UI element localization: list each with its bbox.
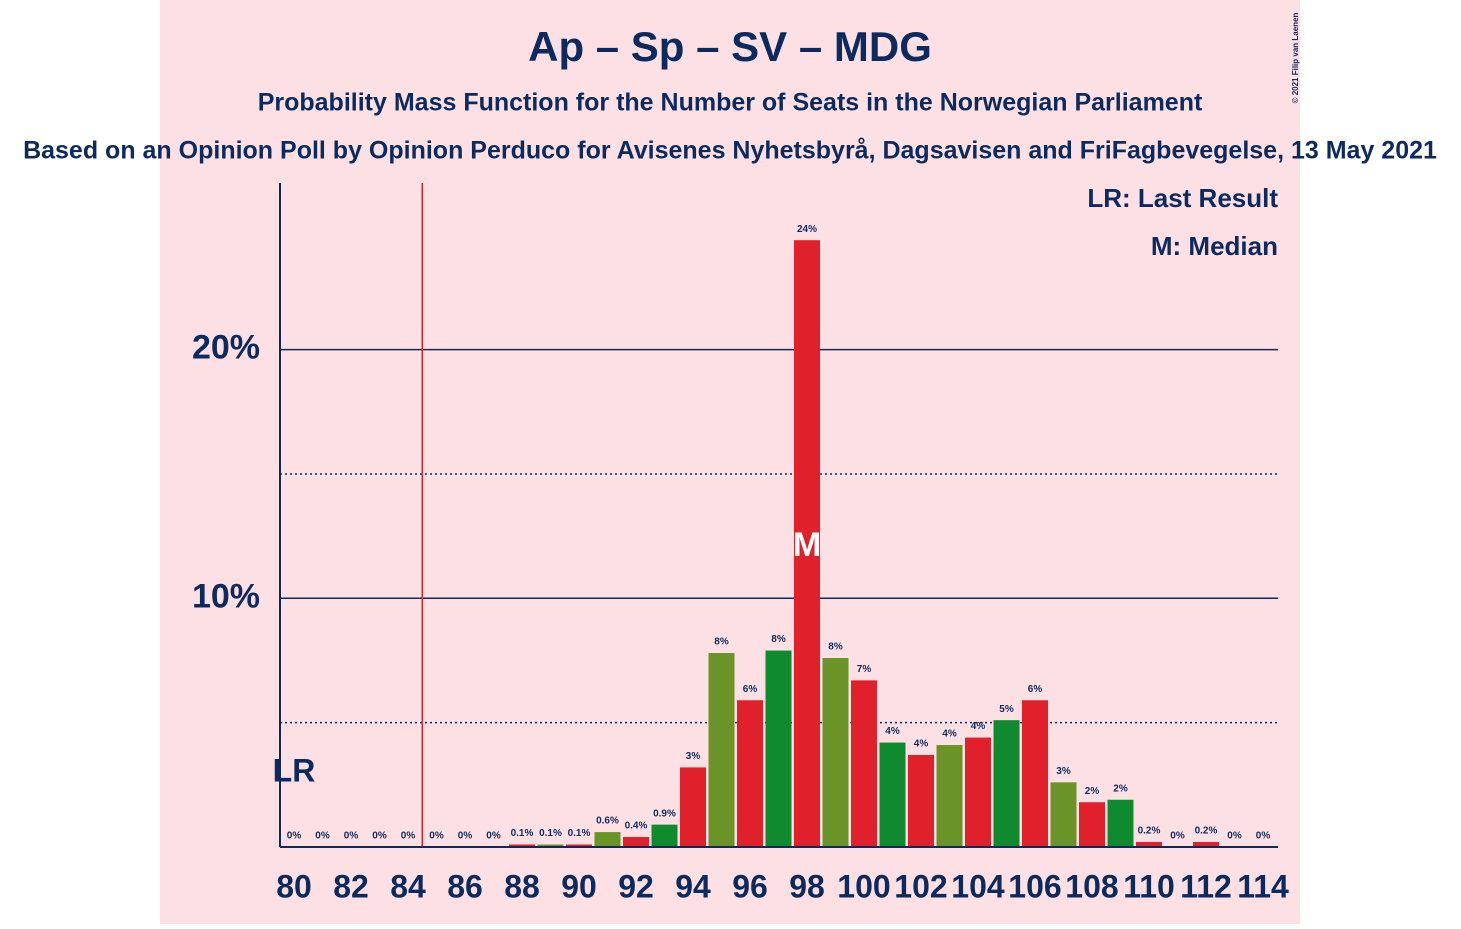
x-tick-label: 80	[276, 868, 312, 904]
bar	[1136, 842, 1162, 847]
bar	[936, 745, 963, 847]
x-tick-label: 104	[951, 868, 1005, 904]
copyright: © 2021 Filip van Laenen	[1291, 12, 1300, 103]
median-marker: M	[793, 526, 821, 564]
bar	[1079, 802, 1105, 847]
x-tick-label: 84	[390, 868, 426, 904]
x-tick-label: 102	[894, 868, 947, 904]
x-tick-label: 86	[447, 868, 483, 904]
x-tick-label: 114	[1237, 868, 1289, 904]
bar	[1050, 782, 1077, 847]
value-label: 0%	[401, 831, 416, 842]
value-label: 0.1%	[568, 828, 591, 839]
value-label: 0%	[1227, 831, 1242, 842]
x-tick-label: 96	[732, 868, 768, 904]
x-tick-label: 92	[618, 868, 654, 904]
bar	[1193, 842, 1219, 847]
x-tick-label: 106	[1008, 868, 1061, 904]
value-label: 4%	[914, 739, 929, 750]
value-label: 4%	[942, 729, 957, 740]
bar	[737, 700, 763, 847]
value-label: 8%	[771, 634, 786, 645]
bar	[965, 737, 991, 847]
value-label: 8%	[714, 637, 729, 648]
bar	[765, 650, 792, 847]
last-result-marker: LR	[273, 752, 316, 788]
bar	[908, 754, 934, 847]
legend-entry: LR: Last Result	[1087, 183, 1278, 213]
value-label: 3%	[1056, 766, 1071, 777]
value-label: 0%	[315, 831, 330, 842]
chart-source: Based on an Opinion Poll by Opinion Perd…	[23, 137, 1437, 165]
value-label: 2%	[1085, 786, 1100, 797]
x-tick-label: 88	[504, 868, 540, 904]
value-label: 0.6%	[596, 816, 619, 827]
value-label: 8%	[828, 642, 843, 653]
bar	[794, 240, 820, 848]
chart-title: Ap – Sp – SV – MDG	[528, 23, 932, 70]
value-label: 0%	[486, 831, 501, 842]
value-label: 24%	[797, 224, 817, 235]
value-label: 0.1%	[539, 828, 562, 839]
value-label: 0%	[458, 831, 473, 842]
x-tick-label: 100	[837, 868, 890, 904]
value-label: 0.1%	[511, 828, 534, 839]
bar	[851, 680, 877, 847]
value-label: 0%	[344, 831, 359, 842]
value-label: 5%	[999, 704, 1014, 715]
x-tick-label: 90	[561, 868, 597, 904]
value-label: 7%	[857, 664, 872, 675]
bar	[537, 844, 564, 847]
value-label: 0%	[372, 831, 387, 842]
bar	[879, 742, 906, 847]
value-label: 0.4%	[625, 821, 648, 832]
value-label: 0.9%	[653, 808, 676, 819]
value-label: 0.2%	[1195, 826, 1218, 837]
value-label: 0%	[1256, 831, 1271, 842]
legend-entry: M: Median	[1151, 231, 1278, 261]
bar	[651, 824, 678, 847]
x-tick-label: 108	[1065, 868, 1118, 904]
bar	[993, 720, 1020, 847]
value-label: 0%	[429, 831, 444, 842]
y-tick-label: 20%	[192, 329, 260, 367]
value-label: 0%	[1170, 831, 1185, 842]
value-label: 4%	[971, 721, 986, 732]
value-label: 3%	[686, 751, 701, 762]
bar	[594, 832, 621, 847]
x-tick-label: 82	[333, 868, 369, 904]
value-label: 6%	[743, 684, 758, 695]
value-label: 4%	[885, 726, 900, 737]
bar	[1022, 700, 1048, 847]
bar	[566, 844, 592, 847]
bar	[680, 767, 706, 847]
x-tick-label: 110	[1123, 868, 1175, 904]
value-label: 0.2%	[1138, 826, 1161, 837]
value-label: 2%	[1113, 783, 1128, 794]
x-tick-label: 98	[789, 868, 825, 904]
x-tick-label: 112	[1180, 868, 1232, 904]
bar	[708, 653, 735, 847]
value-label: 0%	[287, 831, 302, 842]
chart-subtitle: Probability Mass Function for the Number…	[258, 89, 1203, 117]
x-tick-label: 94	[675, 868, 711, 904]
bar	[1107, 799, 1134, 847]
y-tick-label: 10%	[192, 577, 260, 615]
bar	[822, 657, 849, 847]
bar	[623, 837, 649, 847]
value-label: 6%	[1028, 684, 1043, 695]
bar	[509, 844, 535, 847]
